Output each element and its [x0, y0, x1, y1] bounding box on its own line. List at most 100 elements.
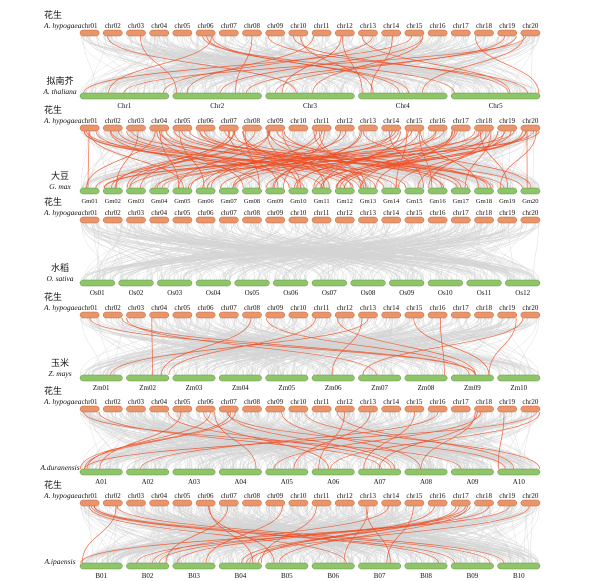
background-link [190, 130, 409, 189]
background-link [434, 411, 465, 470]
highlight-link [246, 505, 530, 564]
background-link [224, 317, 441, 376]
bottom-chromosome-bar [427, 279, 463, 287]
background-link [274, 317, 468, 376]
background-link [175, 222, 331, 281]
background-link [110, 222, 132, 281]
top-chromosome-label: chr06 [198, 398, 214, 406]
highlight-link [123, 35, 527, 94]
background-link [134, 505, 318, 564]
bottom-chromosome-bar [126, 374, 170, 382]
highlight-link [330, 411, 541, 470]
top-chromosome-label: chr13 [360, 492, 376, 500]
top-chromosome-bar [497, 124, 518, 132]
highlight-link [220, 130, 476, 189]
background-link [371, 411, 393, 470]
background-link [280, 35, 464, 94]
top-chromosome-bar [195, 124, 216, 132]
top-chromosome-bar [450, 311, 471, 319]
top-chromosome-label: chr08 [244, 492, 260, 500]
top-chromosome-bar [520, 311, 541, 319]
background-link [85, 411, 208, 470]
background-link [95, 411, 167, 470]
bottom-chromosome-bar [265, 374, 309, 382]
bottom-chromosome-bar [102, 187, 123, 195]
top-chromosome-bar [288, 216, 309, 224]
background-link [137, 411, 330, 470]
background-link [144, 35, 151, 94]
bottom-chromosome-bar [427, 187, 448, 195]
highlight-link [84, 411, 236, 470]
bottom-chromosome-label: Chr5 [489, 102, 504, 110]
highlight-link [281, 411, 421, 470]
background-link [142, 222, 281, 281]
top-chromosome-label: chr15 [406, 492, 422, 500]
bottom-chromosome-bar [311, 468, 355, 476]
top-chromosome-bar [404, 216, 425, 224]
highlight-link [80, 505, 510, 564]
top-chromosome-label: chr17 [453, 209, 469, 217]
bottom-chromosome-bar [311, 562, 355, 570]
bottom-chromosome-label: Os07 [322, 289, 337, 297]
background-link [223, 222, 413, 281]
background-link [114, 317, 123, 376]
highlight-link [86, 411, 211, 470]
background-link [101, 505, 153, 564]
background-link [81, 35, 132, 94]
background-link [83, 222, 287, 281]
background-link [393, 317, 462, 376]
top-chromosome-label: chr09 [267, 117, 283, 125]
top-chromosome-label: chr19 [499, 22, 515, 30]
background-link [234, 317, 237, 376]
background-link [110, 35, 410, 94]
background-link [116, 505, 359, 564]
bottom-chromosome-label: Zm07 [371, 384, 388, 392]
highlight-link [362, 317, 524, 376]
background-link [456, 411, 468, 470]
top-chromosome-bar [102, 216, 123, 224]
bottom-chromosome-bar [172, 92, 262, 100]
background-link [311, 317, 533, 376]
background-link [114, 411, 153, 470]
bottom-chromosome-label: A04 [234, 478, 247, 486]
highlight-link [293, 35, 509, 94]
background-link [254, 222, 297, 281]
background-link [111, 411, 164, 470]
top-chromosome-bar [427, 29, 448, 37]
background-link [238, 35, 444, 94]
top-species-cn: 花生 [44, 104, 62, 116]
background-link [94, 411, 432, 470]
background-link [280, 505, 506, 564]
background-link [476, 505, 531, 564]
top-chromosome-bar [381, 124, 402, 132]
top-chromosome-bar [334, 405, 355, 413]
background-link [90, 411, 119, 470]
top-chromosome-label: chr16 [430, 304, 446, 312]
top-chromosome-label: chr16 [430, 117, 446, 125]
top-chromosome-bar [358, 216, 378, 224]
top-chromosome-label: chr14 [383, 398, 399, 406]
top-chromosome-bar [288, 405, 309, 413]
highlight-link [336, 130, 490, 189]
background-link [114, 222, 230, 281]
background-link [92, 411, 123, 470]
top-chromosome-label: chr07 [221, 22, 237, 30]
bottom-chromosome-label: B04 [235, 572, 247, 580]
bottom-chromosome-label: B02 [142, 572, 154, 580]
background-link [293, 317, 429, 376]
bottom-chromosome-bar [242, 187, 262, 195]
background-link [154, 505, 291, 564]
bottom-chromosome-bar [358, 374, 402, 382]
highlight-link [165, 505, 229, 564]
background-link [290, 505, 346, 564]
top-chromosome-label: chr08 [244, 209, 260, 217]
bottom-chromosome-label: A10 [513, 478, 526, 486]
background-link [219, 505, 389, 564]
top-chromosome-bar [195, 499, 216, 507]
background-link [281, 222, 425, 281]
bottom-chromosome-label: Gm02 [105, 198, 121, 205]
background-link [340, 35, 343, 94]
background-link [152, 411, 192, 470]
top-chromosome-bar [311, 405, 332, 413]
background-link [307, 505, 529, 564]
